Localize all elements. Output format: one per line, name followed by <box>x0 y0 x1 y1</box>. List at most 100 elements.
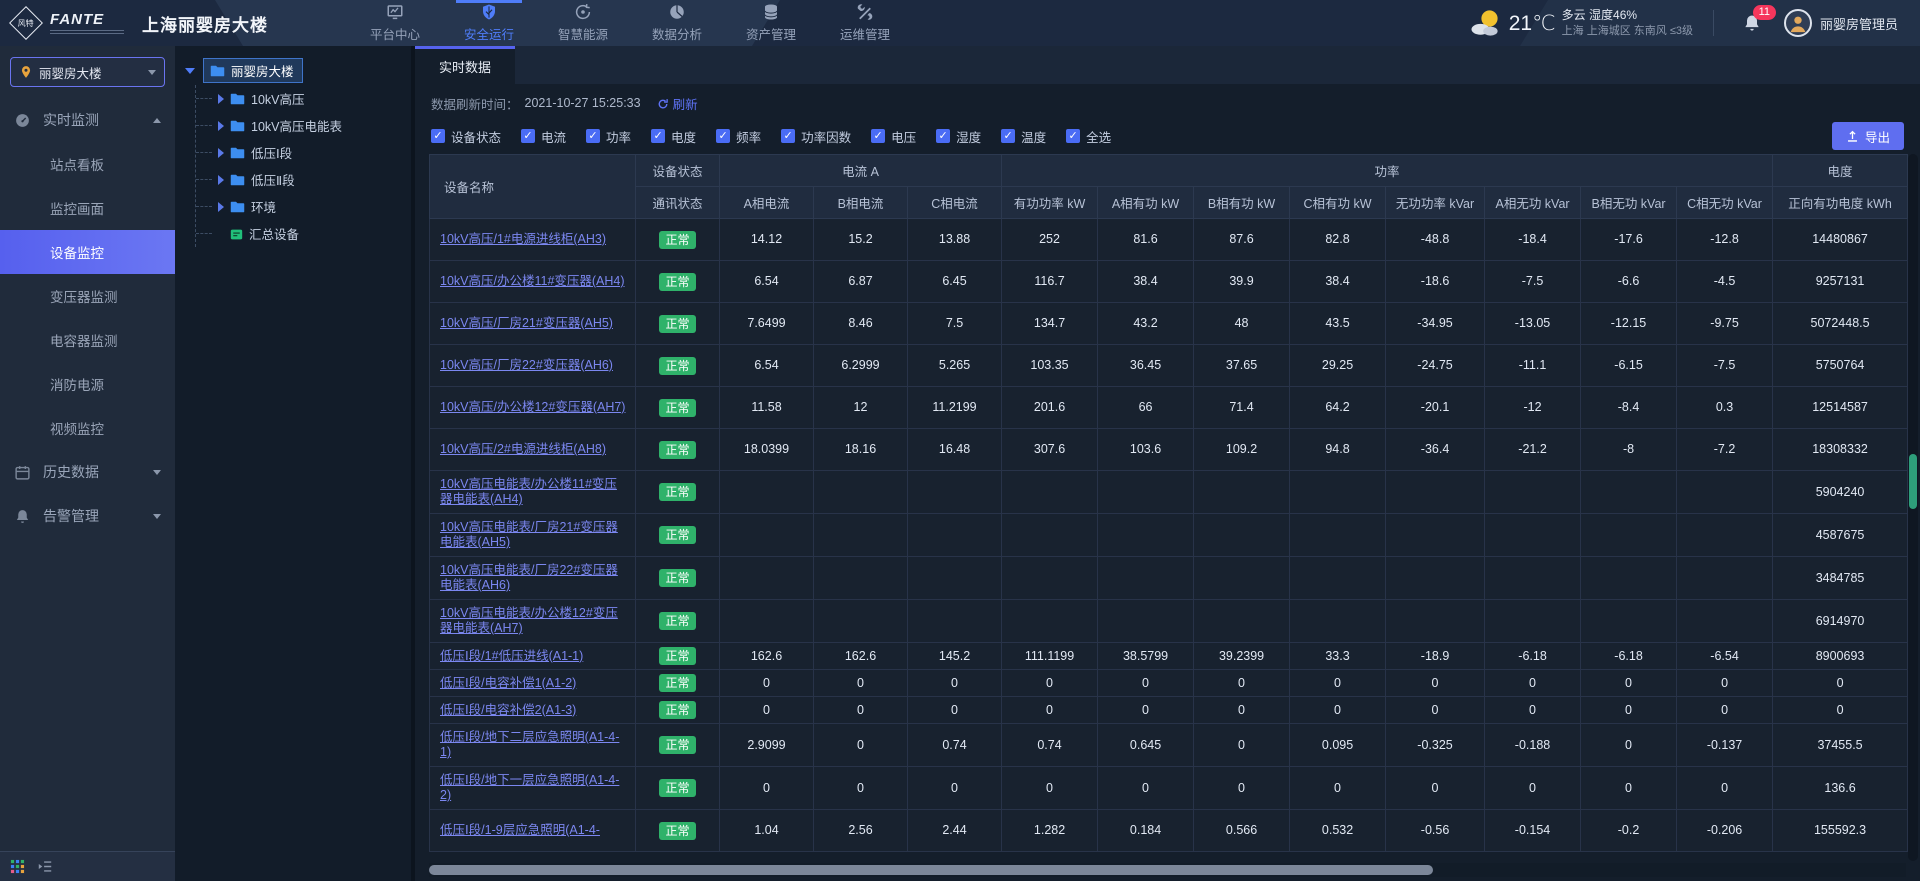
filter-checkbox[interactable]: ✓ 电压 <box>871 127 916 146</box>
tab-realtime-data[interactable]: 实时数据 <box>415 46 515 84</box>
value-cell: 0 <box>1580 696 1678 724</box>
device-link[interactable]: 10kV高压/2#电源进线柜(AH8) <box>440 442 607 456</box>
vertical-scroll-thumb[interactable] <box>1909 454 1917 509</box>
tree-node[interactable]: 10kV高压 <box>196 85 405 112</box>
notifications-button[interactable]: 11 <box>1734 5 1776 37</box>
value-cell: 0 <box>1484 669 1582 697</box>
caret-expanded-icon[interactable] <box>185 67 195 74</box>
value-cell: 0 <box>906 669 1003 697</box>
sidebar-item[interactable]: 消防电源 <box>50 378 104 393</box>
value-cell: 0 <box>1580 766 1678 810</box>
caret-collapsed-icon[interactable] <box>218 147 224 158</box>
horizontal-scrollbar[interactable] <box>429 863 1906 877</box>
alarm-bell-icon <box>14 508 31 525</box>
value-cell: 3484785 <box>1772 556 1909 600</box>
value-cell: -6.18 <box>1484 642 1582 670</box>
nav-smart-energy[interactable]: 智慧能源 <box>540 0 626 46</box>
value-cell: -21.2 <box>1484 428 1582 471</box>
collapse-menu-icon[interactable] <box>37 858 53 876</box>
device-link[interactable]: 10kV高压电能表/厂房22#变压器电能表(AH6) <box>440 563 618 592</box>
value-cell: 0 <box>1385 669 1486 697</box>
sidebar-item[interactable]: 设备监控 <box>0 230 175 274</box>
device-link[interactable]: 10kV高压/厂房22#变压器(AH6) <box>440 358 613 372</box>
filter-checkbox[interactable]: ✓ 电度 <box>651 127 696 146</box>
shield-icon <box>480 3 498 21</box>
sidebar-section[interactable]: 实时监测 <box>0 98 175 142</box>
value-cell: 6.54 <box>719 260 814 303</box>
caret-collapsed-icon[interactable] <box>218 174 224 185</box>
filter-checkbox[interactable]: ✓ 频率 <box>716 127 761 146</box>
device-link[interactable]: 低压Ⅰ段/电容补偿2(A1-3) <box>440 702 577 717</box>
filter-checkbox[interactable]: ✓ 全选 <box>1066 127 1111 146</box>
horizontal-scroll-thumb[interactable] <box>429 865 1434 875</box>
tree-node[interactable]: 环境 <box>196 193 405 220</box>
device-link[interactable]: 10kV高压/厂房21#变压器(AH5) <box>440 316 613 330</box>
apps-grid-icon[interactable] <box>10 858 25 876</box>
tree-node-root[interactable]: 丽婴房大楼 <box>181 56 405 85</box>
filter-checkbox[interactable]: ✓ 功率因数 <box>781 127 851 146</box>
caret-collapsed-icon[interactable] <box>218 93 224 104</box>
device-link[interactable]: 10kV高压/1#电源进线柜(AH3) <box>440 232 607 246</box>
tree-node[interactable]: 汇总设备 <box>196 220 405 247</box>
caret-collapsed-icon[interactable] <box>218 201 224 212</box>
value-cell: 0 <box>813 669 908 697</box>
nav-ops-management[interactable]: 运维管理 <box>822 0 908 46</box>
nav-asset-management[interactable]: 资产管理 <box>728 0 814 46</box>
sidebar-section[interactable]: 告警管理 <box>0 494 175 538</box>
device-link[interactable]: 低压Ⅰ段/地下二层应急照明(A1-4-1) <box>440 730 620 759</box>
value-cell: 38.5799 <box>1097 642 1195 670</box>
refresh-button[interactable]: 刷新 <box>657 94 698 113</box>
avatar <box>1783 9 1812 37</box>
value-cell <box>906 599 1003 643</box>
caret-collapsed-icon[interactable] <box>218 120 224 131</box>
sidebar-item[interactable]: 电容器监测 <box>50 334 118 349</box>
vertical-scrollbar[interactable] <box>1908 154 1918 861</box>
nav-data-analysis[interactable]: 数据分析 <box>634 0 720 46</box>
sidebar-item[interactable]: 变压器监测 <box>50 290 118 305</box>
export-button[interactable]: 导出 <box>1831 122 1904 150</box>
tab-bar: 实时数据 <box>415 46 1920 84</box>
user-menu[interactable]: 丽婴房管理员 <box>1783 9 1898 37</box>
device-link[interactable]: 10kV高压电能表/办公楼11#变压器电能表(AH4) <box>440 477 617 506</box>
sidebar-section[interactable]: 历史数据 <box>0 450 175 494</box>
sidebar-item[interactable]: 站点看板 <box>50 158 104 173</box>
value-cell: 82.8 <box>1289 218 1387 261</box>
value-cell: 81.6 <box>1097 218 1195 261</box>
filter-checkbox[interactable]: ✓ 功率 <box>586 127 631 146</box>
filter-checkbox[interactable]: ✓ 电流 <box>521 127 566 146</box>
value-cell: -36.4 <box>1385 428 1486 471</box>
value-cell: 103.35 <box>1001 344 1099 387</box>
filter-checkbox[interactable]: ✓ 设备状态 <box>431 127 501 146</box>
tree-node[interactable]: 10kV高压电能表 <box>196 112 405 139</box>
table-row: 低压Ⅰ段/1-9层应急照明(A1-4- 正常 1.04 2.56 2.44 1.282 0.… <box>429 809 1909 852</box>
device-link[interactable]: 10kV高压/办公楼12#变压器(AH7) <box>440 400 626 414</box>
device-link[interactable]: 低压Ⅰ段/电容补偿1(A1-2) <box>440 675 577 690</box>
device-link[interactable]: 低压Ⅰ段/地下一层应急照明(A1-4-2) <box>440 773 620 802</box>
tree-node[interactable]: 低压Ⅰ段 <box>196 139 405 166</box>
value-cell <box>1385 599 1486 643</box>
device-link[interactable]: 10kV高压电能表/厂房21#变压器电能表(AH5) <box>440 520 618 549</box>
value-cell <box>1289 470 1387 514</box>
device-link[interactable]: 低压Ⅰ段/1-9层应急照明(A1-4- <box>440 823 600 837</box>
nav-platform-center[interactable]: 平台中心 <box>352 0 438 46</box>
value-cell: 0 <box>1676 766 1774 810</box>
value-cell: -18.4 <box>1484 218 1582 261</box>
sidebar-item[interactable]: 视频监控 <box>50 422 104 437</box>
value-cell: -18.9 <box>1385 642 1486 670</box>
filter-checkbox[interactable]: ✓ 温度 <box>1001 127 1046 146</box>
sidebar-item[interactable]: 监控画面 <box>50 202 104 217</box>
filter-checkbox[interactable]: ✓ 湿度 <box>936 127 981 146</box>
value-cell <box>1193 513 1291 557</box>
device-link[interactable]: 10kV高压电能表/办公楼12#变压器电能表(AH7) <box>440 606 618 635</box>
device-link[interactable]: 10kV高压/办公楼11#变压器(AH4) <box>440 274 625 288</box>
value-cell: 111.1199 <box>1001 642 1099 670</box>
value-cell <box>1193 470 1291 514</box>
nav-safe-operation[interactable]: 安全运行 <box>446 0 532 46</box>
tree-node[interactable]: 低压Ⅱ段 <box>196 166 405 193</box>
column-header: B相电流 <box>813 186 908 219</box>
site-selector[interactable]: 丽婴房大楼 <box>10 57 165 87</box>
column-header: 通讯状态 <box>635 186 720 219</box>
main-content: 实时数据 数据刷新时间： 2021-10-27 15:25:33 刷新 ✓ 设备状… <box>415 46 1920 881</box>
device-link[interactable]: 低压Ⅰ段/1#低压进线(A1-1) <box>440 648 584 663</box>
value-cell: 15.2 <box>813 218 908 261</box>
